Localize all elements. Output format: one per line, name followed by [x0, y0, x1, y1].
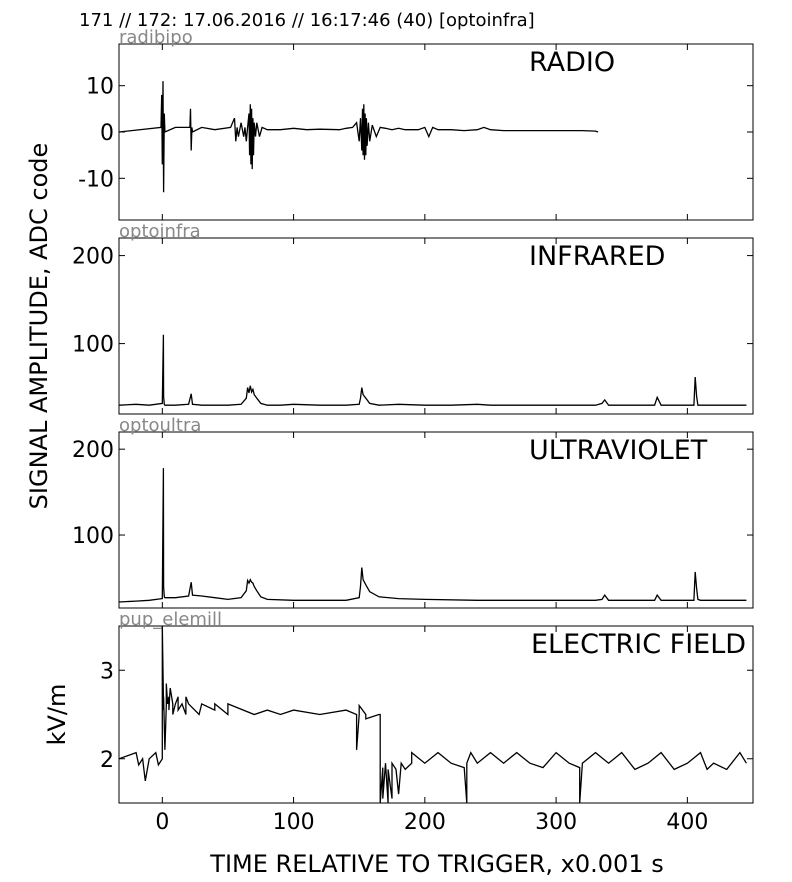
- optoinfra-panel-title: INFRARED: [529, 241, 665, 272]
- optoultra-channel-label: optoultra: [119, 415, 201, 436]
- optoultra-panel-title: ULTRAVIOLET: [529, 435, 708, 466]
- panel-optoultra: optoultra ULTRAVIOLET 200 100: [72, 415, 754, 609]
- radibipo-y-tick-label: 10: [86, 75, 114, 100]
- x-tick-label: 300: [535, 810, 577, 835]
- panels: radibipoRADIO100-10optoinfraINFRARED2001…: [43, 27, 754, 835]
- pup_elemill-plot-frame: [118, 625, 754, 804]
- shared-y-axis-label: SIGNAL AMPLITUDE, ADC code: [25, 143, 53, 510]
- radibipo-y-tick-label: 0: [100, 121, 114, 146]
- pup_elemill-channel-label: pup_elemill: [119, 609, 222, 630]
- x-tick-label: 200: [404, 810, 446, 835]
- x-tick-label: 400: [666, 810, 708, 835]
- x-tick-label: 100: [273, 810, 315, 835]
- optoultra-y-tick-label: 100: [72, 524, 114, 549]
- figure-header: 171 // 172: 17.06.2016 // 16:17:46 (40) …: [79, 10, 535, 31]
- radibipo-series-line: [119, 81, 599, 193]
- optoinfra-channel-label: optoinfra: [119, 221, 201, 242]
- optoinfra-plot-frame: [118, 237, 754, 415]
- pup_elemill-y-axis-label: kV/m: [43, 684, 71, 746]
- optoultra-y-tick-label: 200: [72, 438, 114, 463]
- radibipo-plot-frame: [118, 43, 754, 221]
- panel-radibipo: radibipo RADIO 10 0 -10: [78, 27, 754, 221]
- x-axis-label: TIME RELATIVE TO TRIGGER, x0.001 s: [209, 850, 663, 878]
- pup_elemill-series-line: [119, 626, 747, 803]
- radibipo-panel-title: RADIO: [529, 47, 615, 78]
- optoinfra-y-tick-label: 200: [72, 245, 114, 270]
- optoinfra-y-tick-label: 100: [72, 333, 114, 358]
- pup_elemill-y-tick-label: 3: [100, 659, 114, 684]
- optoultra-series-line: [119, 468, 747, 603]
- x-tick-label: 0: [155, 810, 169, 835]
- optoinfra-series-line: [119, 334, 747, 406]
- panel-pup_elemill: pup_elemill ELECTRIC FIELD 3 2 kV/m 0 100 200 30…: [43, 609, 754, 835]
- pup_elemill-panel-title: ELECTRIC FIELD: [531, 629, 746, 660]
- optoultra-plot-frame: [118, 431, 754, 609]
- radibipo-channel-label: radibipo: [119, 27, 193, 48]
- radibipo-y-tick-label: -10: [78, 167, 114, 192]
- panel-optoinfra: optoinfra INFRARED 200 100: [72, 221, 754, 415]
- pup_elemill-y-tick-label: 2: [100, 748, 114, 773]
